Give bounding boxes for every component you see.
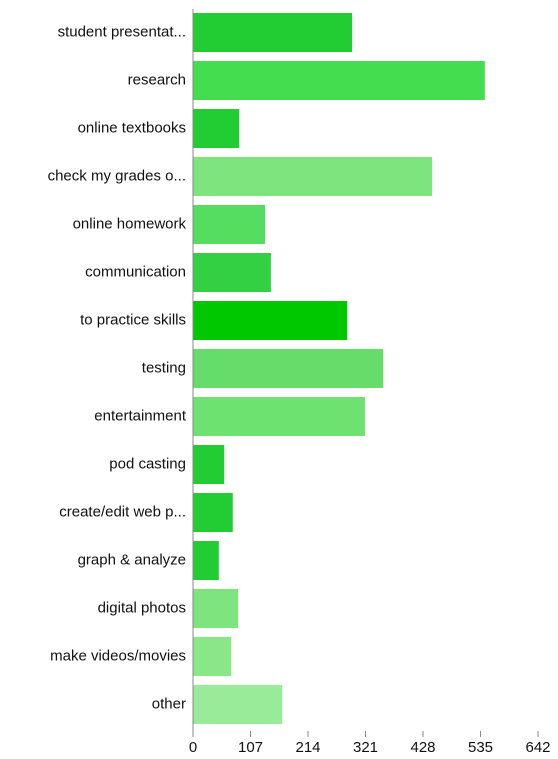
- y-tick-label: digital photos: [98, 599, 186, 616]
- y-tick-label: online textbooks: [78, 119, 186, 136]
- bar: [193, 13, 353, 52]
- y-tick-label: pod casting: [109, 455, 186, 472]
- y-tick-label: communication: [85, 263, 186, 280]
- bar: [193, 205, 266, 244]
- y-tick-label: check my grades o...: [48, 167, 186, 184]
- bar: [193, 349, 384, 388]
- x-tick-label: 428: [410, 739, 435, 756]
- bar: [193, 157, 433, 196]
- bar: [193, 397, 365, 436]
- y-tick-label: testing: [142, 359, 186, 376]
- y-tick-label: make videos/movies: [50, 647, 186, 664]
- bar: [193, 589, 239, 628]
- bar: [193, 301, 348, 340]
- bar: [193, 445, 225, 484]
- bar: [193, 61, 485, 100]
- y-tick-label: online homework: [73, 215, 187, 232]
- y-tick-label: research: [128, 71, 186, 88]
- x-tick-label: 107: [238, 739, 263, 756]
- x-tick-label: 321: [353, 739, 378, 756]
- y-tick-label: create/edit web p...: [59, 503, 186, 520]
- bar: [193, 637, 232, 676]
- y-tick-label: other: [152, 695, 186, 712]
- x-tick-label: 0: [189, 739, 197, 756]
- y-tick-label: graph & analyze: [78, 551, 186, 568]
- bar: [193, 493, 233, 532]
- bar: [193, 685, 283, 724]
- y-tick-label: entertainment: [94, 407, 187, 424]
- bar: [193, 109, 240, 148]
- y-tick-label: student presentat...: [58, 23, 186, 40]
- x-tick-label: 535: [468, 739, 493, 756]
- x-tick-label: 214: [295, 739, 320, 756]
- bar: [193, 541, 219, 580]
- x-tick-label: 642: [525, 739, 550, 756]
- bar: [193, 253, 271, 292]
- y-tick-label: to practice skills: [80, 311, 186, 328]
